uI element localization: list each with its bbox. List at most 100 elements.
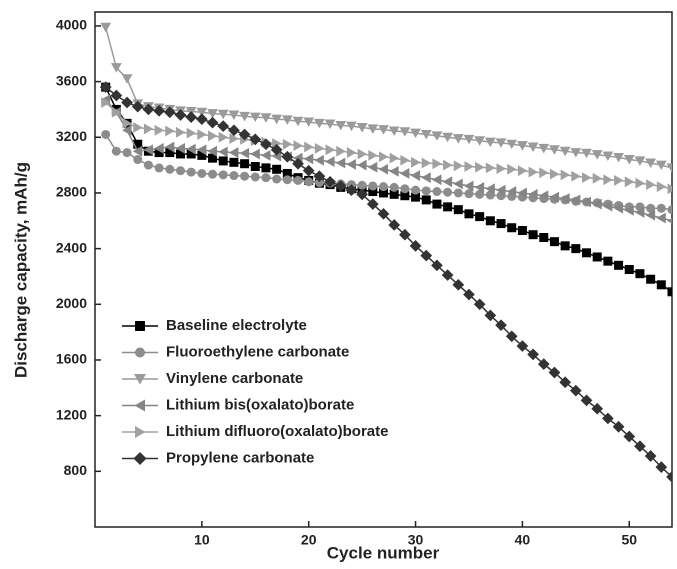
y-axis-label: Discharge capacity, mAh/g [11, 162, 30, 378]
marker [154, 143, 164, 154]
marker [580, 394, 593, 407]
marker [388, 126, 400, 136]
legend-marker [133, 452, 147, 465]
marker [538, 190, 549, 202]
marker [614, 260, 624, 270]
marker [399, 168, 410, 179]
marker [431, 131, 443, 141]
marker [602, 412, 614, 425]
marker [603, 256, 613, 266]
marker [645, 158, 657, 168]
marker [314, 143, 325, 154]
marker [443, 187, 453, 197]
marker [559, 146, 571, 157]
marker [153, 104, 165, 117]
marker [592, 172, 603, 184]
legend-label: Fluoroethylene carbonate [166, 343, 349, 360]
marker [302, 164, 315, 177]
y-tick-label: 2400 [56, 239, 87, 255]
marker [484, 309, 497, 322]
marker [272, 164, 282, 174]
marker [196, 107, 208, 118]
y-tick-label: 1200 [56, 406, 87, 422]
marker [453, 178, 463, 190]
marker [602, 151, 614, 162]
marker [581, 196, 592, 208]
marker [549, 191, 559, 203]
marker [613, 152, 624, 163]
marker [111, 106, 122, 118]
marker [357, 148, 368, 160]
marker [507, 163, 517, 175]
marker [304, 141, 314, 153]
marker [591, 150, 603, 160]
marker [378, 125, 389, 135]
plot-frame [94, 11, 673, 528]
marker [324, 175, 336, 188]
marker [485, 162, 496, 174]
marker [197, 168, 207, 178]
marker [432, 158, 442, 170]
marker [431, 174, 442, 186]
marker [346, 121, 357, 132]
marker [420, 129, 432, 140]
marker [549, 237, 559, 247]
marker [218, 146, 228, 158]
marker [186, 143, 196, 155]
marker [496, 219, 506, 229]
marker [484, 137, 496, 148]
marker [432, 199, 442, 209]
marker [656, 212, 666, 224]
marker [527, 348, 539, 361]
marker [197, 129, 207, 140]
marker [282, 168, 292, 178]
x-tick-label: 50 [621, 532, 637, 548]
legend-label: Vinylene carbonate [166, 370, 303, 387]
marker [368, 149, 378, 161]
marker [443, 202, 453, 212]
marker [313, 170, 326, 183]
marker [560, 241, 570, 251]
marker [506, 139, 518, 150]
marker [270, 143, 283, 156]
marker [560, 169, 571, 181]
marker [121, 96, 133, 109]
marker [261, 173, 271, 183]
marker [249, 133, 262, 146]
marker [142, 103, 155, 116]
marker [240, 159, 250, 169]
marker [612, 420, 625, 433]
marker [261, 149, 271, 161]
marker [453, 205, 463, 215]
marker [357, 159, 367, 171]
marker [208, 153, 218, 163]
legend-label: Lithium difluoro(oxalato)borate [166, 423, 389, 440]
marker [186, 127, 197, 139]
marker [528, 230, 538, 240]
marker [154, 163, 164, 173]
marker [516, 340, 529, 352]
marker [452, 134, 464, 144]
marker [569, 384, 582, 397]
marker [111, 146, 121, 156]
y-tick-label: 3600 [56, 72, 87, 88]
marker [143, 144, 153, 156]
marker [218, 170, 228, 180]
marker [133, 122, 143, 133]
marker [592, 252, 602, 262]
marker [453, 188, 463, 198]
marker [560, 193, 570, 204]
marker [186, 167, 196, 177]
marker [528, 166, 539, 178]
marker [206, 116, 219, 129]
marker [325, 144, 336, 156]
marker [539, 167, 549, 179]
marker [495, 319, 507, 332]
marker [122, 148, 132, 158]
marker [239, 147, 250, 159]
marker [165, 125, 175, 137]
marker [624, 265, 634, 274]
marker [655, 461, 668, 473]
marker [335, 157, 346, 169]
